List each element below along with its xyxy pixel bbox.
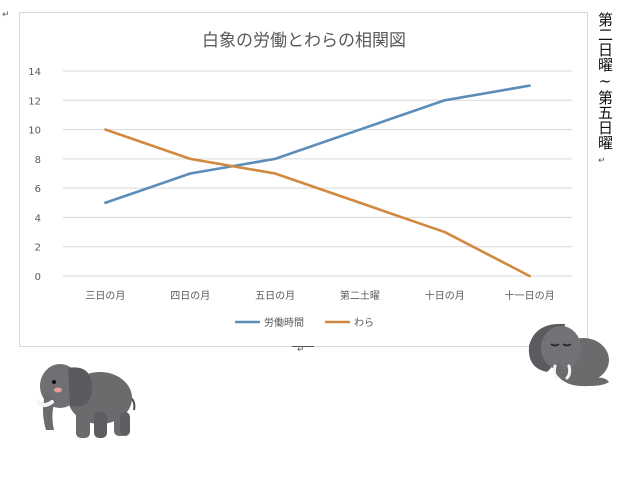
x-tick-label: 第二土曜: [340, 289, 380, 302]
chart-frame[interactable]: 白象の労働とわらの相関図 0 2 4 6 8 10 12 14 三日の月 四日の月 五日の月 第二土…: [19, 12, 588, 347]
legend-label: わら: [354, 317, 374, 329]
legend: 労働時間 わら: [235, 316, 374, 329]
paragraph-mark-bottom: ↵: [297, 345, 305, 355]
y-tick-label: 2: [35, 243, 41, 254]
y-tick-label: 10: [28, 126, 41, 137]
gridlines: [63, 70, 572, 277]
paragraph-mark-caption-end: ↵: [598, 156, 606, 166]
y-tick-label: 6: [35, 184, 41, 195]
y-tick-labels: 0 2 4 6 8 10 12 14: [28, 67, 41, 283]
page-break-line: [292, 346, 314, 347]
y-tick-label: 8: [35, 155, 41, 166]
elephant-sad-icon: [528, 323, 609, 387]
x-tick-label: 三日の月: [85, 290, 125, 302]
series-lines: [104, 84, 531, 278]
y-tick-label: 14: [28, 67, 41, 78]
legend-label: 労働時間: [264, 316, 304, 329]
chart-title: 白象の労働とわらの相関図: [202, 31, 406, 51]
line-chart: 白象の労働とわらの相関図 0 2 4 6 8 10 12 14 三日の月 四日の月 五日の月 第二土…: [28, 31, 572, 329]
y-tick-label: 0: [35, 272, 41, 283]
elephant-standing-icon: [36, 364, 136, 438]
vertical-caption: 第二日曜~第五日曜: [596, 12, 614, 150]
y-tick-label: 12: [28, 96, 41, 107]
x-tick-label: 十一日の月: [505, 289, 555, 302]
series-line-labor-hours: [104, 84, 531, 205]
series-line-straw: [104, 128, 531, 278]
paragraph-mark-top-left: ↵: [2, 10, 10, 20]
x-tick-labels: 三日の月 四日の月 五日の月 第二土曜 十日の月 十一日の月: [85, 289, 554, 302]
x-tick-label: 五日の月: [255, 290, 295, 302]
y-tick-label: 4: [35, 213, 41, 224]
x-tick-label: 十日の月: [425, 289, 465, 302]
x-tick-label: 四日の月: [170, 290, 210, 302]
